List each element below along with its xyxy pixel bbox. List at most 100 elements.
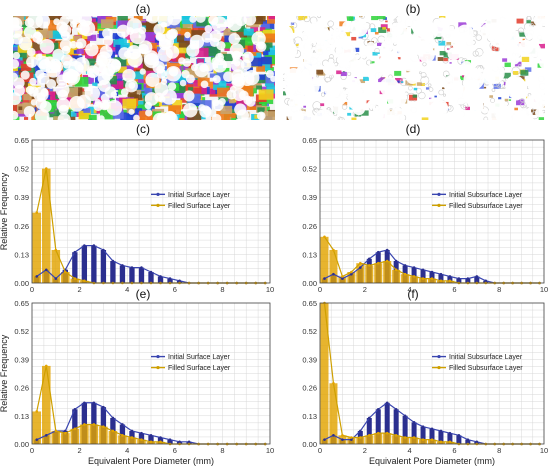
bar-initial — [148, 272, 154, 283]
series-line-initial-point — [44, 268, 48, 272]
bar-initial — [119, 265, 126, 283]
series-line-initial-point — [35, 438, 39, 441]
bar-initial — [465, 439, 471, 444]
series-line-initial-point — [430, 427, 434, 431]
bar-initial — [366, 417, 372, 444]
series-line-initial-point — [140, 266, 143, 269]
chart-panel-e: 0.00 0.13 0.26 0.39 0.52 0.65 0 2 4 6 8 10 Relative … — [0, 299, 274, 466]
panel-letter-d: (d) — [406, 122, 421, 136]
series-line-filled-point — [439, 279, 443, 283]
x-tick-label: 6 — [173, 285, 177, 294]
y-tick-label: 0.52 — [302, 165, 317, 174]
series-line-filled-point — [439, 440, 443, 444]
series-line-filled-point — [367, 434, 371, 437]
y-tick-label: 0.13 — [14, 412, 29, 421]
x-tick-label: 4 — [408, 446, 412, 455]
bar-initial — [456, 278, 462, 283]
series-line-filled-point — [350, 436, 353, 439]
bar-initial — [420, 426, 426, 444]
series-line-initial-point — [359, 429, 362, 433]
series-line-filled-point — [430, 438, 434, 441]
series-line-initial-point — [187, 440, 191, 444]
panel-letter-f: (f) — [407, 287, 418, 301]
bar-filled — [383, 433, 392, 444]
series-line-initial-point — [350, 272, 353, 276]
x-tick-label: 4 — [408, 285, 412, 294]
series-line-filled-point — [121, 434, 124, 437]
y-axis-label: Relative Frequency — [0, 172, 9, 250]
series-line-filled-point — [332, 381, 335, 385]
x-tick-label: 2 — [78, 285, 82, 294]
series-line-filled-point — [376, 261, 380, 265]
series-line-initial-point — [323, 277, 326, 280]
series-line-filled-point — [111, 429, 115, 433]
panel-letter-a: (a) — [136, 2, 151, 16]
bar-filled — [365, 265, 374, 283]
series-line-initial-point — [376, 250, 380, 254]
bar-filled — [383, 261, 392, 283]
legend-entry: Initial Surface Layer — [168, 354, 231, 361]
legend-entry: Initial Surface Layer — [168, 192, 231, 199]
bar-filled — [51, 250, 61, 283]
pore-image-b — [283, 16, 545, 120]
series-line-initial-point — [83, 244, 86, 247]
y-tick-label: 0.26 — [14, 222, 29, 231]
bar-initial — [393, 409, 399, 444]
y-tick-label: 0.52 — [14, 327, 29, 336]
bar-filled — [320, 303, 329, 444]
series-line-initial-point — [168, 438, 172, 441]
bar-initial — [72, 409, 78, 444]
legend-entry: Filled Subsurface Layer — [449, 203, 523, 210]
series-line-initial-point — [359, 266, 362, 269]
legend-entry: Filled Subsurface Layer — [449, 365, 523, 372]
series-line-filled-point — [35, 211, 39, 214]
series-line-initial-point — [130, 429, 134, 433]
series-line-initial-point — [439, 429, 443, 433]
legend: Initial Subsurface Layer Filled Subsurfac… — [432, 354, 523, 372]
x-tick-label: 0 — [30, 446, 34, 455]
bar-filled — [419, 278, 428, 283]
series-line-initial-point — [111, 259, 115, 263]
series-line-initial-point — [178, 440, 181, 444]
panel-letter-b: (b) — [406, 2, 421, 16]
y-tick-label: 0.13 — [14, 250, 29, 259]
series-line-initial-point — [341, 277, 344, 280]
x-tick-label: 0 — [318, 446, 322, 455]
series-line-filled-point — [341, 434, 344, 437]
series-line-filled-point — [73, 277, 77, 280]
y-tick-label: 0.26 — [302, 222, 317, 231]
series-line-initial-point — [412, 266, 416, 269]
series-line-initial-point — [403, 414, 407, 418]
x-tick-label: 8 — [497, 285, 501, 294]
y-tick-label: 0.26 — [14, 384, 29, 393]
bar-filled — [32, 411, 42, 444]
series-line-filled-point — [83, 423, 86, 426]
series-line-initial-point — [130, 266, 134, 269]
bar-filled — [127, 437, 137, 444]
bar-filled — [118, 435, 127, 444]
y-axis-label: Relative Frequency — [0, 334, 9, 412]
series-line-initial-point — [73, 407, 77, 411]
series-line-filled-point — [44, 364, 48, 368]
bar-filled — [108, 430, 118, 444]
series-line-initial-point — [35, 275, 39, 278]
series-line-filled-point — [421, 438, 425, 441]
x-tick-label: 2 — [363, 446, 367, 455]
bar-filled — [329, 250, 338, 283]
series-line-filled-point — [341, 275, 344, 278]
series-line-initial-point — [394, 259, 398, 263]
series-line-initial-point — [102, 405, 105, 409]
series-line-initial-point — [149, 270, 153, 274]
bar-filled — [41, 168, 51, 283]
series-line-filled-point — [385, 259, 389, 263]
series-line-initial-point — [412, 421, 416, 424]
x-tick-label: 10 — [540, 285, 548, 294]
series-line-initial-point — [448, 431, 452, 435]
series-line-initial-point — [121, 264, 124, 267]
series-line-filled-point — [448, 440, 452, 444]
series-line-initial-point — [376, 407, 380, 411]
y-tick-label: 0.13 — [302, 250, 317, 259]
series-line-filled-point — [159, 440, 162, 444]
series-line-filled-point — [130, 436, 134, 439]
